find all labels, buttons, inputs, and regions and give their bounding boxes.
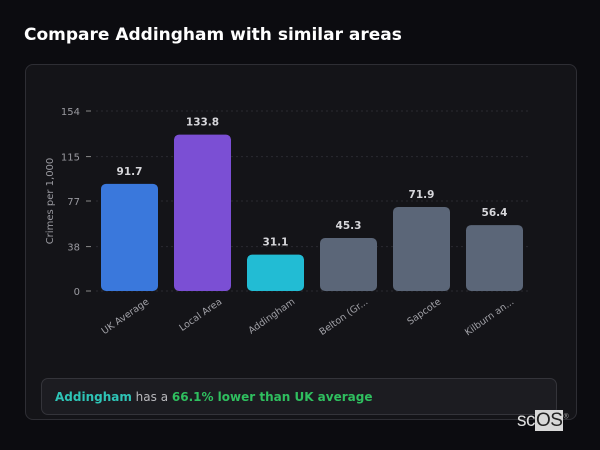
y-axis-label: Crimes per 1,000 bbox=[45, 158, 56, 245]
data-label: 91.7 bbox=[117, 166, 143, 178]
data-label: 45.3 bbox=[336, 220, 362, 232]
bar[interactable] bbox=[466, 225, 523, 291]
x-tick-label: UK Average bbox=[100, 296, 152, 337]
bar[interactable] bbox=[247, 254, 304, 291]
y-tick-label: 115 bbox=[61, 153, 80, 164]
comparison-summary: Addingham has a 66.1% lower than UK aver… bbox=[41, 378, 557, 415]
x-tick-label: Sapcote bbox=[405, 296, 443, 327]
summary-text: has a bbox=[131, 390, 172, 404]
data-label: 31.1 bbox=[263, 237, 289, 249]
x-tick-label: Addingham bbox=[247, 296, 298, 336]
scos-logo: scOS® bbox=[517, 410, 569, 431]
comparison-value: 66.1% lower than UK average bbox=[171, 390, 373, 404]
area-name: Addingham bbox=[55, 390, 132, 404]
bar[interactable] bbox=[101, 183, 158, 291]
bar[interactable] bbox=[393, 206, 450, 291]
x-tick-label: Kilburn an... bbox=[463, 296, 516, 338]
page-title: Compare Addingham with similar areas bbox=[24, 25, 402, 45]
bar[interactable] bbox=[174, 134, 231, 291]
data-label: 133.8 bbox=[186, 117, 219, 129]
x-tick-label: Belton (Gr... bbox=[317, 296, 370, 338]
data-label: 56.4 bbox=[482, 207, 508, 219]
y-tick-label: 154 bbox=[61, 107, 80, 118]
data-label: 71.9 bbox=[409, 189, 435, 201]
y-tick-label: 38 bbox=[67, 243, 80, 254]
y-tick-label: 0 bbox=[74, 287, 80, 298]
y-tick-label: 77 bbox=[67, 197, 80, 208]
bar[interactable] bbox=[320, 238, 377, 291]
x-tick-label: Local Area bbox=[177, 296, 224, 333]
